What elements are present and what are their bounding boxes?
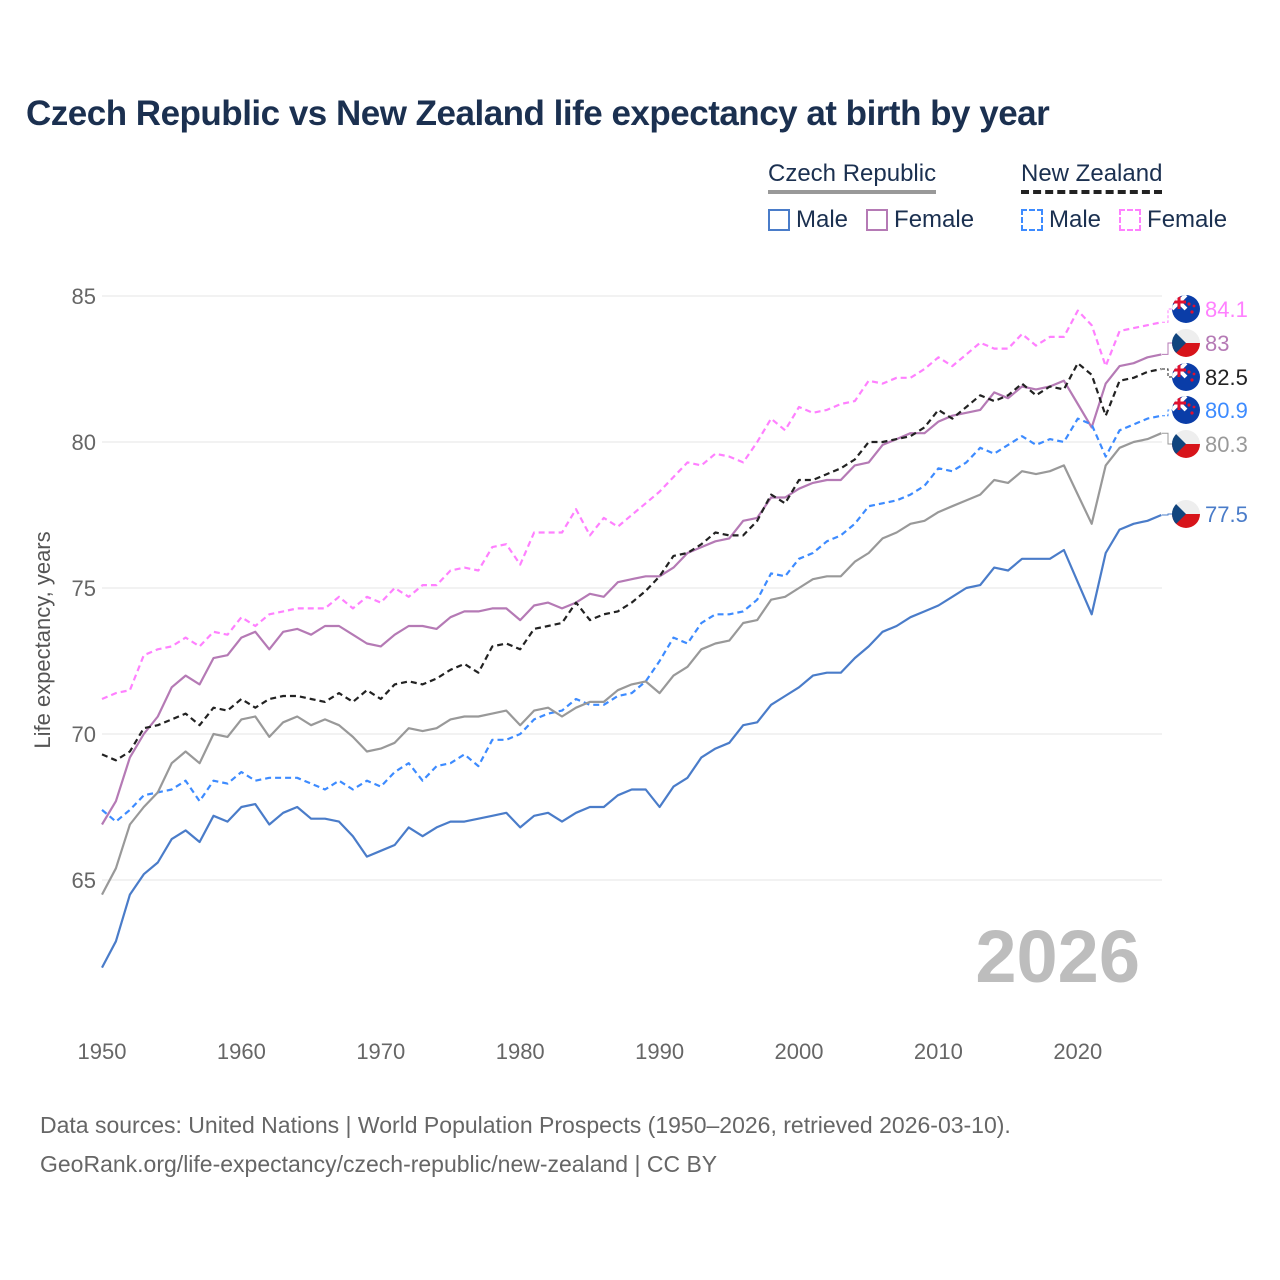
legend-item-nz-female: Female xyxy=(1119,206,1227,234)
legend-czech-republic: Czech Republic Male Female xyxy=(768,160,974,234)
legend-group-label: Czech Republic xyxy=(768,160,937,194)
x-tick-label: 1980 xyxy=(496,1039,545,1064)
legend-item-cz-female: Female xyxy=(866,206,974,234)
series-line-new-zealand-female xyxy=(101,309,1162,701)
y-tick-label: 85 xyxy=(72,284,96,309)
x-tick-label: 1990 xyxy=(635,1039,684,1064)
label-connector xyxy=(1162,513,1175,516)
series-line-czech-republic-male xyxy=(101,513,1162,969)
x-tick-label: 1960 xyxy=(217,1039,266,1064)
end-value-label: 84.1 xyxy=(1205,297,1248,322)
end-value-label: 82.5 xyxy=(1205,365,1248,390)
czech-flag-icon xyxy=(1172,430,1200,458)
legend-swatch xyxy=(866,209,889,231)
legend-label: Male xyxy=(1049,206,1102,233)
legend-new-zealand: New Zealand Male Female xyxy=(1021,160,1227,234)
legend-label: Male xyxy=(796,206,849,233)
x-tick-label: 1950 xyxy=(78,1039,127,1064)
legend-item-nz-male: Male xyxy=(1021,206,1101,234)
legend-group-label: New Zealand xyxy=(1021,160,1163,194)
series-line-czech-republic xyxy=(101,432,1162,896)
x-tick-label: 1970 xyxy=(356,1039,405,1064)
label-connector xyxy=(1162,308,1175,323)
end-value-label: 80.9 xyxy=(1205,398,1248,423)
chart-title: Czech Republic vs New Zealand life expec… xyxy=(26,94,1050,133)
source-link[interactable]: GeoRank.org/life-expectancy/czech-republ… xyxy=(40,1151,718,1177)
series-line-new-zealand-male xyxy=(101,414,1162,823)
series-line-czech-republic-female xyxy=(101,353,1162,826)
new-zealand-flag-icon xyxy=(1172,396,1200,424)
x-tick-label: 2010 xyxy=(914,1039,963,1064)
y-tick-label: 80 xyxy=(72,430,96,455)
label-connector xyxy=(1162,342,1175,355)
czech-flag-icon xyxy=(1172,500,1200,528)
legend-swatch xyxy=(1119,209,1142,231)
legend-label: Female xyxy=(894,206,975,233)
y-tick-label: 70 xyxy=(72,722,96,747)
y-tick-label: 65 xyxy=(72,868,96,893)
y-axis-label: Life expectancy, years xyxy=(30,531,55,748)
x-tick-label: 2020 xyxy=(1053,1039,1102,1064)
legend-item-cz-male: Male xyxy=(768,206,848,234)
legend-swatch xyxy=(1021,209,1043,231)
legend-label: Female xyxy=(1147,206,1228,233)
czech-flag-icon xyxy=(1172,329,1200,357)
source-line: Data sources: United Nations | World Pop… xyxy=(40,1112,1011,1138)
legend-swatch xyxy=(768,209,790,231)
label-connector xyxy=(1162,368,1175,378)
end-value-label: 83 xyxy=(1205,331,1229,356)
label-connector xyxy=(1162,409,1175,417)
new-zealand-flag-icon xyxy=(1172,295,1200,323)
series-line-new-zealand xyxy=(101,362,1162,762)
year-watermark: 2026 xyxy=(975,915,1140,998)
footer-source: Data sources: United Nations | World Pop… xyxy=(40,1106,1011,1184)
label-connector xyxy=(1162,432,1175,445)
new-zealand-flag-icon xyxy=(1172,363,1200,391)
end-value-label: 80.3 xyxy=(1205,432,1248,457)
end-value-label: 77.5 xyxy=(1205,502,1248,527)
y-tick-label: 75 xyxy=(72,576,96,601)
x-tick-label: 2000 xyxy=(775,1039,824,1064)
